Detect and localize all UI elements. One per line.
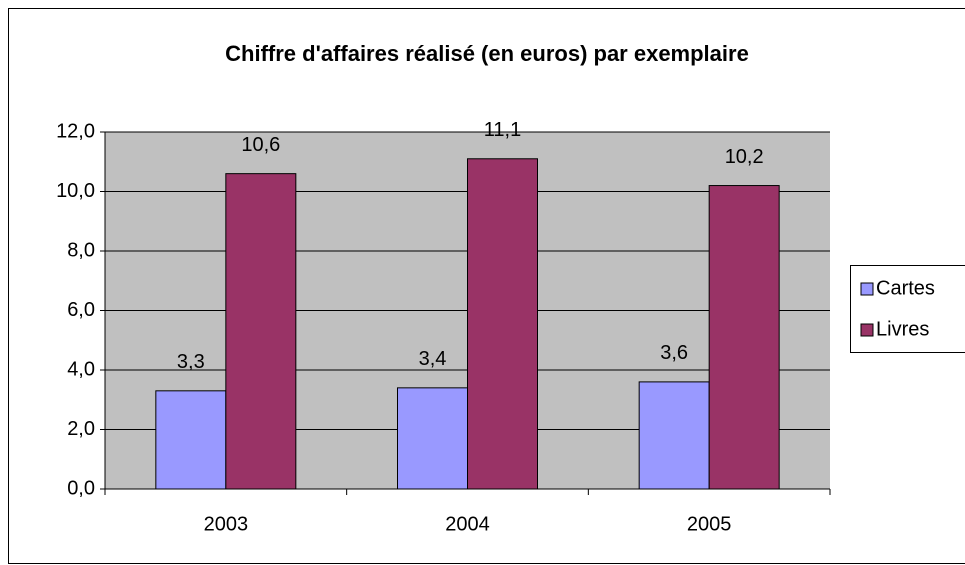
data-label: 10,6 [241, 134, 280, 156]
data-label: 3,6 [660, 342, 688, 364]
legend-swatch [860, 323, 874, 337]
y-tick-label: 8,0 [67, 239, 95, 261]
legend-label: Cartes [876, 277, 935, 299]
y-tick-label: 2,0 [67, 418, 95, 440]
y-tick-label: 4,0 [67, 358, 95, 380]
bar [397, 387, 468, 490]
data-label: 10,2 [725, 146, 764, 168]
bar [708, 185, 780, 490]
data-label: 3,3 [177, 351, 205, 373]
chart-title: Chiffre d'affaires réalisé (en euros) pa… [225, 41, 749, 66]
x-tick-label: 2003 [204, 513, 249, 535]
legend-label: Livres [876, 318, 929, 340]
x-tick-label: 2005 [687, 513, 732, 535]
x-tick-label: 2004 [445, 513, 490, 535]
y-tick-label: 6,0 [67, 299, 95, 321]
y-tick-label: 0,0 [67, 477, 95, 499]
y-tick-label: 12,0 [56, 120, 95, 142]
legend-box [850, 265, 965, 353]
legend-swatch [860, 282, 874, 296]
bar [638, 381, 710, 490]
bar [225, 173, 297, 490]
bar [155, 390, 227, 490]
bar [467, 158, 538, 490]
y-tick-label: 10,0 [56, 180, 95, 202]
data-label: 11,1 [484, 119, 521, 141]
data-label: 3,4 [419, 348, 447, 370]
